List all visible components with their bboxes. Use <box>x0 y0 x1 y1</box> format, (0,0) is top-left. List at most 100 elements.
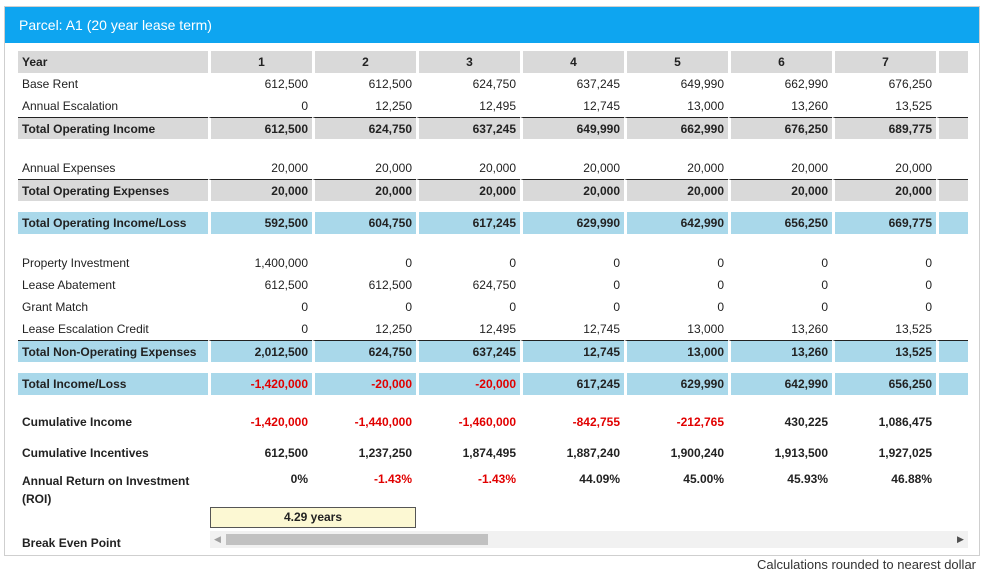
cell-value: 20,000 <box>416 179 520 201</box>
cell-value: 0 <box>509 300 516 314</box>
table-row: Property Investment 1,400,000 0 0 0 0 0 0 <box>18 252 968 274</box>
roi-value: 0% <box>290 472 308 486</box>
cumulative-incentives-row: Cumulative Incentives 612,500 1,237,250 1,8… <box>18 437 968 468</box>
roi-label-line1: Annual Return on Investment <box>22 474 190 488</box>
cell-value: 12,250 <box>375 322 412 336</box>
overflow-cell <box>936 252 968 274</box>
cell-value: 20,000 <box>895 161 932 175</box>
cell-value: -20,000 <box>312 373 416 395</box>
cell-value: 1,927,025 <box>878 445 932 460</box>
spacer-cell <box>18 395 968 406</box>
row-label: Cumulative Incentives <box>22 445 149 460</box>
year-header-cell: 3 <box>416 51 520 73</box>
cell-value: 0 <box>821 300 828 314</box>
row-label: Property Investment <box>22 256 130 270</box>
row-spacer <box>18 395 968 406</box>
cell-value: -20,000 <box>416 373 520 395</box>
row-spacer <box>18 201 968 212</box>
overflow-cell <box>936 73 968 95</box>
cell-value: 0 <box>405 300 412 314</box>
cell-value: 669,775 <box>832 212 936 234</box>
overflow-cell <box>936 340 968 362</box>
overflow-cell <box>936 296 968 318</box>
spacer-cell <box>18 362 968 373</box>
row-label: Total Operating Expenses <box>18 179 208 201</box>
cell-value: 20,000 <box>583 161 620 175</box>
cell-value: 13,525 <box>895 99 932 113</box>
overflow-cell <box>936 179 968 201</box>
scroll-left-arrow-icon[interactable]: ◀ <box>214 534 221 544</box>
cell-value: 629,990 <box>624 373 728 395</box>
table-row: Lease Escalation Credit 0 12,250 12,495 12,7… <box>18 318 968 340</box>
cell-value: 12,495 <box>479 322 516 336</box>
roi-value: 44.09% <box>579 472 620 486</box>
row-label: Lease Abatement <box>22 278 116 292</box>
cell-value: 642,990 <box>624 212 728 234</box>
cell-value: 592,500 <box>208 212 312 234</box>
cell-value: 0 <box>405 256 412 270</box>
row-label: Total Non-Operating Expenses <box>18 340 208 362</box>
cell-value: 656,250 <box>728 212 832 234</box>
overflow-cell <box>936 212 968 234</box>
cell-value: 604,750 <box>312 212 416 234</box>
total-operating-income-loss-row: Total Operating Income/Loss 592,500 604,75… <box>18 212 968 234</box>
cell-value: 1,086,475 <box>878 414 932 429</box>
table-row: Annual Expenses 20,000 20,000 20,000 20,000 2… <box>18 157 968 179</box>
row-spacer <box>18 139 968 157</box>
overflow-cell <box>936 373 968 395</box>
cell-value: 12,745 <box>520 340 624 362</box>
row-label: Total Income/Loss <box>18 373 208 395</box>
cell-value: 0 <box>717 300 724 314</box>
cell-value: 612,500 <box>264 278 308 292</box>
roi-value: 45.00% <box>683 472 724 486</box>
year-header-cell: 7 <box>832 51 936 73</box>
row-label: Grant Match <box>22 300 89 314</box>
break-even-value: 4.29 years <box>210 507 416 528</box>
scroll-thumb[interactable] <box>226 534 488 545</box>
table-row: Base Rent 612,500 612,500 624,750 637,245 649… <box>18 73 968 95</box>
cell-value: 0 <box>301 300 308 314</box>
cell-value: 649,990 <box>680 77 724 91</box>
roi-label: Annual Return on Investment (ROI) <box>18 468 208 508</box>
cell-value: 624,750 <box>312 340 416 362</box>
total-non-operating-expenses-row: Total Non-Operating Expenses 2,012,500 624… <box>18 340 968 362</box>
cell-value: 624,750 <box>312 117 416 139</box>
cell-value: 656,250 <box>832 373 936 395</box>
cell-value: 0 <box>301 99 308 113</box>
overflow-cell <box>936 406 968 437</box>
row-label: Total Operating Income/Loss <box>18 212 208 234</box>
year-header-cell: 1 <box>208 51 312 73</box>
parcel-panel: Parcel: A1 (20 year lease term) Year 1 2 3 4… <box>4 6 980 556</box>
cell-value: 0 <box>925 256 932 270</box>
cell-value: 2,012,500 <box>208 340 312 362</box>
cell-value: 0 <box>821 256 828 270</box>
row-label: Annual Escalation <box>22 99 119 113</box>
cell-value: 13,000 <box>687 99 724 113</box>
cell-value: 1,913,500 <box>774 445 828 460</box>
cell-value: 676,250 <box>888 77 932 91</box>
cell-value: -842,755 <box>572 414 620 429</box>
overflow-cell <box>936 318 968 340</box>
cell-value: 20,000 <box>208 179 312 201</box>
row-label: Annual Expenses <box>22 161 116 175</box>
scroll-right-arrow-icon[interactable]: ▶ <box>957 534 964 544</box>
financial-table-container[interactable]: Year 1 2 3 4 5 6 7 Base Rent 612,500 612,500 624,75… <box>18 51 968 539</box>
cell-value: 612,500 <box>264 445 308 460</box>
cell-value: 20,000 <box>479 161 516 175</box>
cell-value: -212,765 <box>676 414 724 429</box>
cell-value: 20,000 <box>832 179 936 201</box>
cell-value: 689,775 <box>832 117 936 139</box>
overflow-cell <box>936 157 968 179</box>
cell-value: 637,245 <box>416 117 520 139</box>
cell-value: 612,500 <box>208 117 312 139</box>
cell-value: 12,495 <box>479 99 516 113</box>
spacer-cell <box>18 201 968 212</box>
horizontal-scrollbar[interactable]: ◀ ▶ <box>210 531 968 548</box>
row-label: Base Rent <box>22 77 79 91</box>
overflow-cell <box>936 117 968 139</box>
overflow-cell <box>936 468 968 508</box>
cell-value: 20,000 <box>375 161 412 175</box>
cell-value: 676,250 <box>728 117 832 139</box>
cell-value: 20,000 <box>687 161 724 175</box>
financial-table: Year 1 2 3 4 5 6 7 Base Rent 612,500 612,500 624,75… <box>18 51 968 508</box>
